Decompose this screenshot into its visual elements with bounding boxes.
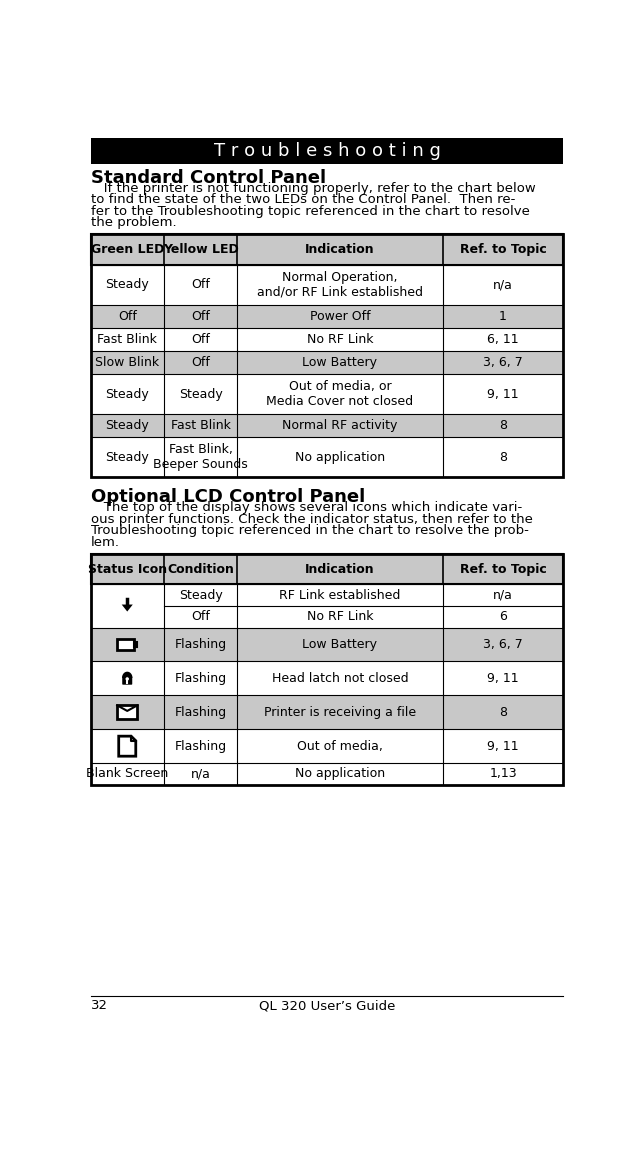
Text: Ref. to Topic: Ref. to Topic (460, 244, 547, 256)
Text: 9, 11: 9, 11 (487, 740, 519, 753)
Text: T r o u b l e s h o o t i n g: T r o u b l e s h o o t i n g (214, 142, 440, 160)
Polygon shape (119, 737, 136, 756)
Bar (91, 554, 563, 585)
Text: QL 320 User’s Guide: QL 320 User’s Guide (259, 1000, 395, 1012)
Bar (91, 662, 563, 695)
Text: Off: Off (118, 310, 137, 323)
Text: 9, 11: 9, 11 (487, 388, 519, 401)
Text: Low Battery: Low Battery (302, 638, 378, 651)
Bar (91, 438, 563, 478)
Text: Green LED: Green LED (91, 244, 164, 256)
Text: Power Off: Power Off (309, 310, 370, 323)
Text: Normal RF activity: Normal RF activity (282, 419, 397, 432)
Bar (91, 265, 563, 304)
Text: No application: No application (295, 768, 385, 780)
Text: ous printer functions. Check the indicator status, then refer to the: ous printer functions. Check the indicat… (91, 512, 533, 526)
Bar (117, 705, 137, 719)
Text: the problem.: the problem. (91, 216, 176, 230)
Bar (91, 763, 563, 785)
Text: Off: Off (191, 356, 210, 369)
Text: Fast Blink: Fast Blink (98, 333, 157, 346)
Bar (91, 352, 563, 375)
Text: Standard Control Panel: Standard Control Panel (91, 169, 326, 186)
Text: 6: 6 (499, 610, 507, 623)
Text: Out of media,: Out of media, (297, 740, 383, 753)
Text: 8: 8 (499, 419, 507, 432)
Text: Ref. to Topic: Ref. to Topic (460, 563, 547, 576)
Text: Normal Operation,
and/or RF Link established: Normal Operation, and/or RF Link establi… (257, 271, 423, 299)
Text: n/a: n/a (191, 768, 211, 780)
Bar (91, 730, 563, 763)
Text: Indication: Indication (305, 563, 375, 576)
Bar (91, 554, 563, 785)
Text: Troubleshooting topic referenced in the chart to resolve the prob-: Troubleshooting topic referenced in the … (91, 524, 528, 538)
Text: Steady: Steady (179, 588, 223, 602)
Text: No application: No application (295, 450, 385, 464)
Text: No RF Link: No RF Link (307, 610, 373, 623)
Text: Low Battery: Low Battery (302, 356, 378, 369)
Text: 1: 1 (499, 310, 507, 323)
Text: Fast Blink,
Beeper Sounds: Fast Blink, Beeper Sounds (153, 444, 248, 471)
Text: Printer is receiving a file: Printer is receiving a file (264, 705, 416, 719)
Text: Slow Blink: Slow Blink (95, 356, 160, 369)
Polygon shape (122, 604, 133, 611)
Text: RF Link established: RF Link established (279, 588, 401, 602)
Text: Steady: Steady (105, 388, 149, 401)
Text: lem.: lem. (91, 535, 119, 549)
Bar (91, 554, 563, 585)
Text: 6, 11: 6, 11 (487, 333, 519, 346)
Text: 3, 6, 7: 3, 6, 7 (483, 356, 523, 369)
Bar (91, 234, 563, 265)
Text: Off: Off (191, 610, 210, 623)
Text: If the printer is not functioning properly, refer to the chart below: If the printer is not functioning proper… (91, 182, 535, 195)
Text: Yellow LED: Yellow LED (163, 244, 239, 256)
Bar (91, 627, 563, 662)
Text: 32: 32 (91, 1000, 108, 1012)
Text: Condition: Condition (167, 563, 234, 576)
Bar (91, 415, 563, 438)
Text: Steady: Steady (105, 419, 149, 432)
Text: Off: Off (191, 278, 210, 292)
Text: 3, 6, 7: 3, 6, 7 (483, 638, 523, 651)
Text: Fast Blink: Fast Blink (170, 419, 230, 432)
Bar (91, 234, 563, 265)
Bar (91, 695, 563, 730)
Text: Steady: Steady (105, 278, 149, 292)
Bar (134, 642, 137, 647)
Text: Flashing: Flashing (174, 672, 226, 685)
Text: Out of media, or
Media Cover not closed: Out of media, or Media Cover not closed (267, 380, 413, 408)
Text: No RF Link: No RF Link (307, 333, 373, 346)
Text: 1,13: 1,13 (489, 768, 517, 780)
Text: Steady: Steady (105, 450, 149, 464)
Text: 8: 8 (499, 450, 507, 464)
Bar (91, 138, 563, 164)
Bar (91, 375, 563, 415)
Text: Optional LCD Control Panel: Optional LCD Control Panel (91, 488, 365, 507)
Text: fer to the Troubleshooting topic referenced in the chart to resolve: fer to the Troubleshooting topic referen… (91, 205, 530, 218)
Text: Steady: Steady (179, 388, 223, 401)
Text: Head latch not closed: Head latch not closed (272, 672, 408, 685)
Text: n/a: n/a (493, 278, 513, 292)
Text: Flashing: Flashing (174, 638, 226, 651)
Text: Indication: Indication (305, 244, 375, 256)
Text: Status Icon: Status Icon (87, 563, 167, 576)
Bar (91, 329, 563, 352)
Bar (117, 639, 134, 650)
Text: 8: 8 (499, 705, 507, 719)
Bar (91, 585, 563, 627)
Text: The top of the display shows several icons which indicate vari-: The top of the display shows several ico… (91, 501, 522, 515)
Text: Blank Screen: Blank Screen (86, 768, 168, 780)
Text: Flashing: Flashing (174, 740, 226, 753)
Text: to find the state of the two LEDs on the Control Panel.  Then re-: to find the state of the two LEDs on the… (91, 193, 515, 207)
Circle shape (126, 678, 128, 680)
Bar (91, 234, 563, 478)
Text: Flashing: Flashing (174, 705, 226, 719)
Text: n/a: n/a (493, 588, 513, 602)
Text: Off: Off (191, 310, 210, 323)
Text: Off: Off (191, 333, 210, 346)
Bar (91, 304, 563, 329)
Text: 9, 11: 9, 11 (487, 672, 519, 685)
FancyBboxPatch shape (122, 677, 132, 685)
